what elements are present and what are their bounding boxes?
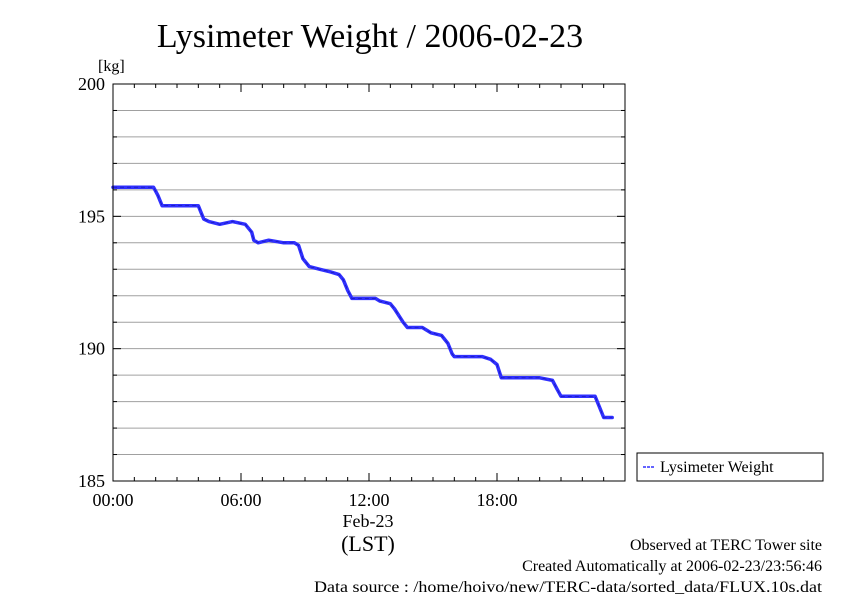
plot-frame (112, 83, 626, 482)
footer-site: Observed at TERC Tower site (630, 537, 822, 554)
y-tick-label: 190 (78, 339, 105, 359)
gridlines (113, 109, 625, 456)
x-tick-labels: 00:00 06:00 12:00 18:00 (92, 490, 517, 510)
x-date-label: Feb-23 (343, 511, 394, 531)
y-tick-label: 195 (78, 206, 105, 226)
legend: Lysimeter Weight (636, 452, 824, 482)
chart-title: Lysimeter Weight / 2006-02-23 (157, 18, 583, 55)
footer-created: Created Automatically at 2006-02-23/23:5… (522, 558, 822, 575)
series-line (111, 185, 614, 420)
legend-label: Lysimeter Weight (660, 459, 774, 476)
y-tick-label: 200 (78, 74, 105, 94)
x-tick-label: 12:00 (348, 490, 389, 510)
series-line-overlay (113, 186, 613, 418)
x-tick-label: 06:00 (220, 490, 261, 510)
y-axis-unit-label: [kg] (98, 58, 125, 75)
x-unit-label: (LST) (341, 531, 395, 556)
x-tick-label: 00:00 (92, 490, 133, 510)
axis-ticks (112, 83, 626, 482)
y-tick-labels: 185 190 195 200 (78, 74, 105, 491)
series-layer (111, 185, 614, 420)
legend-box (636, 452, 824, 482)
footer-source: Data source : /home/hoivo/new/TERC-data/… (314, 579, 823, 595)
y-tick-label: 185 (78, 471, 105, 491)
x-tick-label: 18:00 (476, 490, 517, 510)
